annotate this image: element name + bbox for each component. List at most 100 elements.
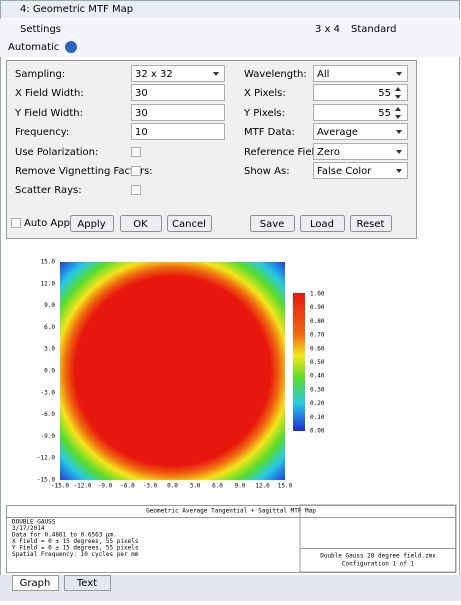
field-value: 32 x 32 — [135, 69, 173, 80]
field-value: 10 — [135, 127, 148, 138]
x-tick-label: 9.0 — [235, 483, 246, 490]
apply-button[interactable] — [70, 215, 114, 232]
footer-info-line: 3/17/2014 — [12, 525, 45, 532]
layout-dropdown[interactable]: 3 x 4 — [315, 24, 340, 35]
y-tick-label: -6.0 — [41, 411, 56, 418]
dropdown-arrow — [396, 169, 402, 173]
reset-button-label: Reset — [357, 219, 385, 230]
y-tick-label: 0.0 — [44, 368, 55, 375]
colorbar-tick-label: 0.20 — [310, 400, 325, 407]
field-label: X Field Width: — [15, 88, 84, 99]
colorbar-tick-label: 1.00 — [310, 291, 325, 298]
dropdown[interactable] — [313, 143, 408, 160]
footer-info-line: DOUBLE GAUSS — [12, 519, 56, 526]
x-tick-label: 15.0 — [278, 483, 293, 490]
dropdown-arrow — [395, 87, 401, 99]
colorbar — [293, 293, 305, 431]
dropdown-arrow — [213, 72, 219, 76]
y-tick-label: 9.0 — [44, 302, 55, 309]
field-label: Use Polarization: — [15, 147, 98, 158]
field-value: Average — [317, 127, 358, 138]
title-bar — [1, 1, 459, 18]
update-dropdown[interactable]: Automatic — [8, 42, 59, 53]
load-button[interactable] — [300, 215, 345, 232]
x-tick-label: -12.0 — [73, 483, 91, 490]
colorbar-tick-label: 0.30 — [310, 386, 325, 393]
colorbar-tick-label: 0.80 — [310, 318, 325, 325]
colorbar-tick-label: 0.50 — [310, 359, 325, 366]
dropdown-arrow — [395, 107, 401, 119]
y-tick-label: -3.0 — [41, 389, 56, 396]
colorbar-tick-label: 0.90 — [310, 304, 325, 311]
field-label: Wavelength: — [244, 69, 307, 80]
field-label: Sampling: — [15, 69, 65, 80]
y-tick-label: 15.0 — [41, 259, 56, 266]
tab[interactable] — [64, 575, 111, 591]
field-value: All — [317, 69, 329, 80]
footer-file: Double Gauss 28 degree field.zmx — [320, 553, 436, 560]
field-value: 30 — [135, 108, 148, 119]
footer-info-line: X Field = 0 ± 15 degrees, 55 pixels — [12, 538, 139, 545]
settings-button[interactable]: Settings — [20, 24, 61, 35]
colorbar-tick-label: 0.70 — [310, 332, 325, 339]
reset-button[interactable] — [350, 215, 392, 232]
checkbox[interactable] — [131, 185, 141, 195]
y-tick-label: -9.0 — [41, 433, 56, 440]
dropdown[interactable] — [131, 65, 225, 82]
y-tick-label: 6.0 — [44, 324, 55, 331]
footer-info-line: Spatial Frequency: 10 cycles per mm — [12, 551, 139, 558]
footer-info-line: Y Field = 0 ± 15 degrees, 55 pixels — [12, 545, 139, 552]
field-label: Y Pixels: — [243, 108, 285, 119]
y-tick-label: 12.0 — [41, 280, 56, 287]
text-input[interactable] — [131, 123, 225, 140]
field-value: Zero — [317, 147, 340, 158]
colorbar-tick-label: 0.40 — [310, 373, 325, 380]
checkbox[interactable] — [131, 147, 141, 157]
footer-box — [6, 505, 456, 573]
ok-button[interactable] — [120, 215, 162, 232]
number-input[interactable] — [313, 104, 408, 121]
style-dropdown[interactable]: Standard — [351, 24, 397, 35]
text-input[interactable] — [131, 104, 225, 121]
x-tick-label: -15.0 — [51, 483, 69, 490]
field-value: False Color — [317, 166, 372, 177]
auto-apply-label: Auto Apply — [24, 218, 79, 229]
x-tick-label: -6.0 — [120, 483, 135, 490]
tab-label: Graph — [20, 578, 51, 589]
save-button-label: Save — [260, 219, 285, 230]
number-input[interactable] — [313, 84, 408, 101]
field-label: Reference Field: — [244, 147, 324, 158]
dropdown[interactable] — [313, 162, 408, 179]
save-button[interactable] — [250, 215, 295, 232]
dropdown-arrow — [396, 130, 402, 134]
text-input[interactable] — [131, 84, 225, 101]
checkbox[interactable] — [131, 166, 141, 176]
help-icon[interactable] — [65, 41, 77, 53]
field-label: Remove Vignetting Factors: — [15, 166, 153, 177]
x-tick-label: -3.0 — [143, 483, 158, 490]
cancel-button[interactable] — [167, 215, 212, 232]
dropdown[interactable] — [313, 65, 408, 82]
field-label: MTF Data: — [244, 127, 295, 138]
ok-button-label: OK — [133, 219, 148, 230]
mtf-map — [60, 262, 285, 480]
x-tick-label: 0.0 — [167, 483, 178, 490]
field-label: Show As: — [244, 166, 290, 177]
checkbox[interactable] — [11, 218, 21, 228]
dropdown[interactable] — [313, 123, 408, 140]
footer-info-line: Data for 0.4861 to 0.6563 µm. — [12, 532, 117, 539]
apply-button-label: Apply — [77, 219, 105, 230]
field-value: 55 — [378, 88, 391, 99]
x-tick-label: -9.0 — [98, 483, 113, 490]
load-button-label: Load — [310, 219, 334, 230]
tab-label: Text — [76, 578, 97, 589]
x-tick-label: 3.0 — [190, 483, 201, 490]
field-label: Y Field Width: — [14, 108, 83, 119]
y-tick-label: 3.0 — [44, 346, 55, 353]
cancel-button-label: Cancel — [172, 219, 206, 230]
tab[interactable] — [12, 575, 59, 591]
dropdown-arrow — [396, 72, 402, 76]
footer-title: Geometric Average Tangential + Sagittal … — [146, 508, 316, 515]
footer-config: Configuration 1 of 1 — [342, 561, 415, 568]
